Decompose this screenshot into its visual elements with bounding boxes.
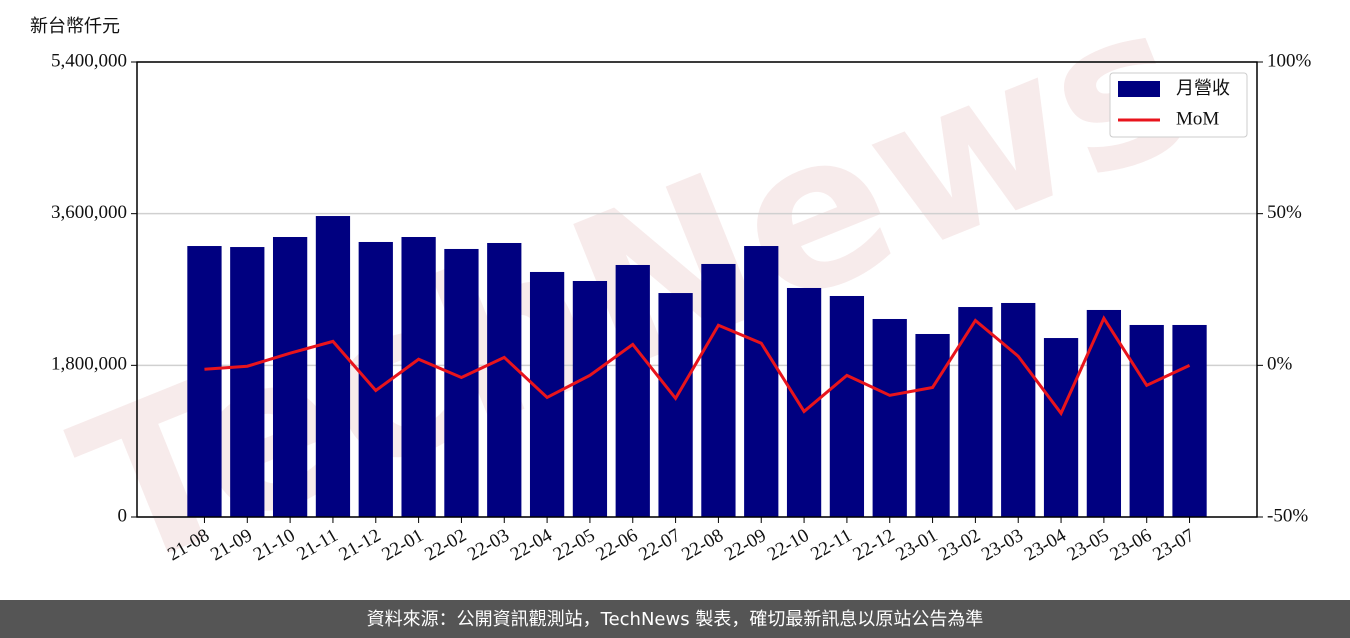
y2-tick-label: 0%: [1267, 354, 1293, 375]
line: [204, 315, 1191, 417]
bar: [744, 246, 779, 517]
x-tick-label: 23-05: [1064, 525, 1113, 565]
x-tick-label: 22-01: [378, 525, 427, 565]
y-tick-label: 3,600,000: [51, 202, 127, 223]
bar: [872, 318, 907, 517]
bar: [1043, 338, 1079, 517]
x-tick-label: 23-01: [892, 525, 941, 565]
x-tick-label: 22-04: [507, 525, 556, 566]
bar: [1172, 324, 1207, 517]
x-tick-label: 22-11: [807, 525, 855, 565]
x-tick-label: 22-07: [635, 525, 684, 565]
bar: [272, 237, 308, 518]
footer-band: [0, 600, 1350, 638]
x-tick-label: 23-06: [1107, 525, 1156, 565]
x-tick-label: 22-12: [850, 525, 899, 565]
bar: [615, 264, 650, 517]
x-tick-label: 23-03: [978, 525, 1027, 565]
bar: [915, 333, 950, 517]
y-tick-label: 5,400,000: [51, 50, 127, 71]
x-tick-label: 22-03: [464, 525, 513, 565]
y2-tick-label: 100%: [1267, 50, 1312, 71]
bar: [444, 248, 479, 517]
footer: 資料來源：公開資訊觀測站，TechNews 製表，確切最新訊息以原站公告為準: [367, 609, 984, 630]
x-tick-label: 22-08: [678, 525, 727, 565]
y-tick-label: 0: [118, 505, 128, 526]
y-axis-label: 新台幣仟元: [30, 16, 120, 37]
x-tick-label: 22-02: [421, 525, 470, 565]
x-tick-label: 22-05: [550, 525, 599, 565]
y-tick-label: 1,800,000: [51, 354, 127, 375]
bar: [572, 280, 608, 517]
bar: [1129, 324, 1164, 517]
bar: [829, 295, 865, 517]
x-tick-label: 23-07: [1149, 525, 1198, 565]
bar: [1001, 302, 1036, 517]
plot-frame: [136, 61, 1258, 518]
bar: [487, 242, 522, 517]
x-tick-label: 22-09: [721, 525, 770, 565]
bar: [315, 216, 351, 517]
x-tick-label: 22-06: [593, 525, 642, 565]
bar: [401, 237, 436, 518]
x-tick-label: 23-04: [1021, 525, 1070, 566]
x-tick-label: 23-02: [935, 525, 984, 565]
bar: [358, 241, 393, 517]
y2-tick-label: 50%: [1267, 202, 1302, 223]
legend-swatch: [1118, 81, 1160, 97]
y2-tick-label: -50%: [1267, 505, 1308, 526]
bar: [701, 263, 736, 517]
bar: [187, 246, 222, 517]
bar: [658, 293, 693, 517]
x-tick-label: 22-10: [764, 525, 813, 565]
bar: [1086, 309, 1122, 517]
bar: [958, 307, 993, 517]
bar: [230, 247, 265, 518]
legend-label: 月營收: [1176, 78, 1230, 99]
legend-label: MoM: [1176, 108, 1219, 129]
bar: [529, 271, 565, 517]
